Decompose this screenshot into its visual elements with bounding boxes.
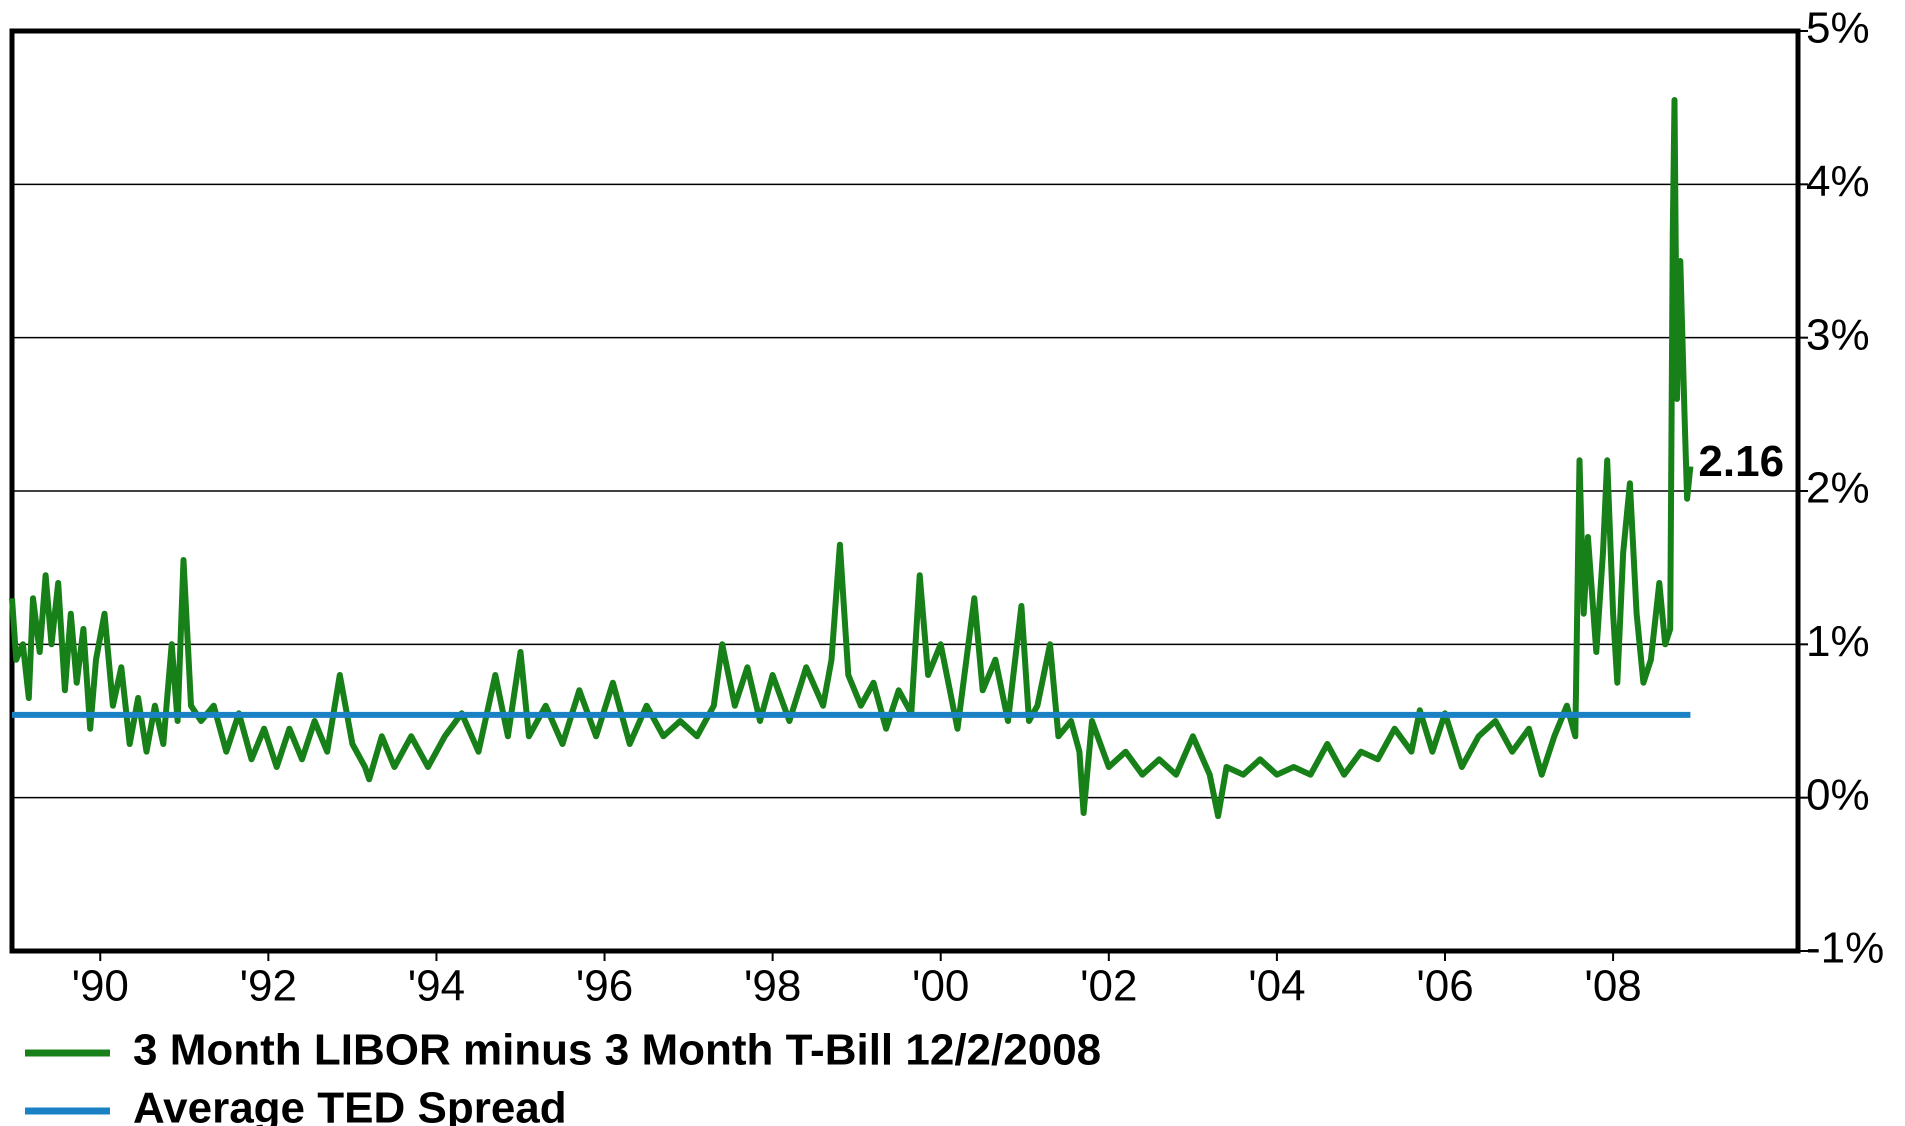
y-tick-label: 3% [1806, 310, 1870, 359]
series-line [9, 97, 1694, 820]
plot-frame [9, 28, 1801, 954]
x-tick-label: '04 [1248, 962, 1305, 1011]
y-tick-label: 0% [1806, 770, 1870, 819]
legend-label: Average TED Spread [133, 1084, 567, 1126]
x-tick-label: '96 [576, 962, 633, 1011]
x-tick-label: '92 [240, 962, 297, 1011]
x-tick-label: '06 [1416, 962, 1473, 1011]
x-tick-label: '94 [408, 962, 465, 1011]
y-tick-label: 1% [1806, 617, 1870, 666]
x-tick-label: '90 [72, 962, 129, 1011]
x-tick-label: '08 [1584, 962, 1641, 1011]
y-tick-label: -1% [1806, 924, 1884, 973]
x-tick-label: '00 [912, 962, 969, 1011]
y-tick-label: 5% [1806, 4, 1870, 53]
legend-label: 3 Month LIBOR minus 3 Month T-Bill 12/2/… [133, 1026, 1101, 1075]
y-tick-label: 2% [1806, 464, 1870, 513]
annotation: 2.16 [1698, 437, 1784, 486]
x-tick-label: '98 [744, 962, 801, 1011]
y-tick-label: 4% [1806, 157, 1870, 206]
x-tick-label: '02 [1080, 962, 1137, 1011]
